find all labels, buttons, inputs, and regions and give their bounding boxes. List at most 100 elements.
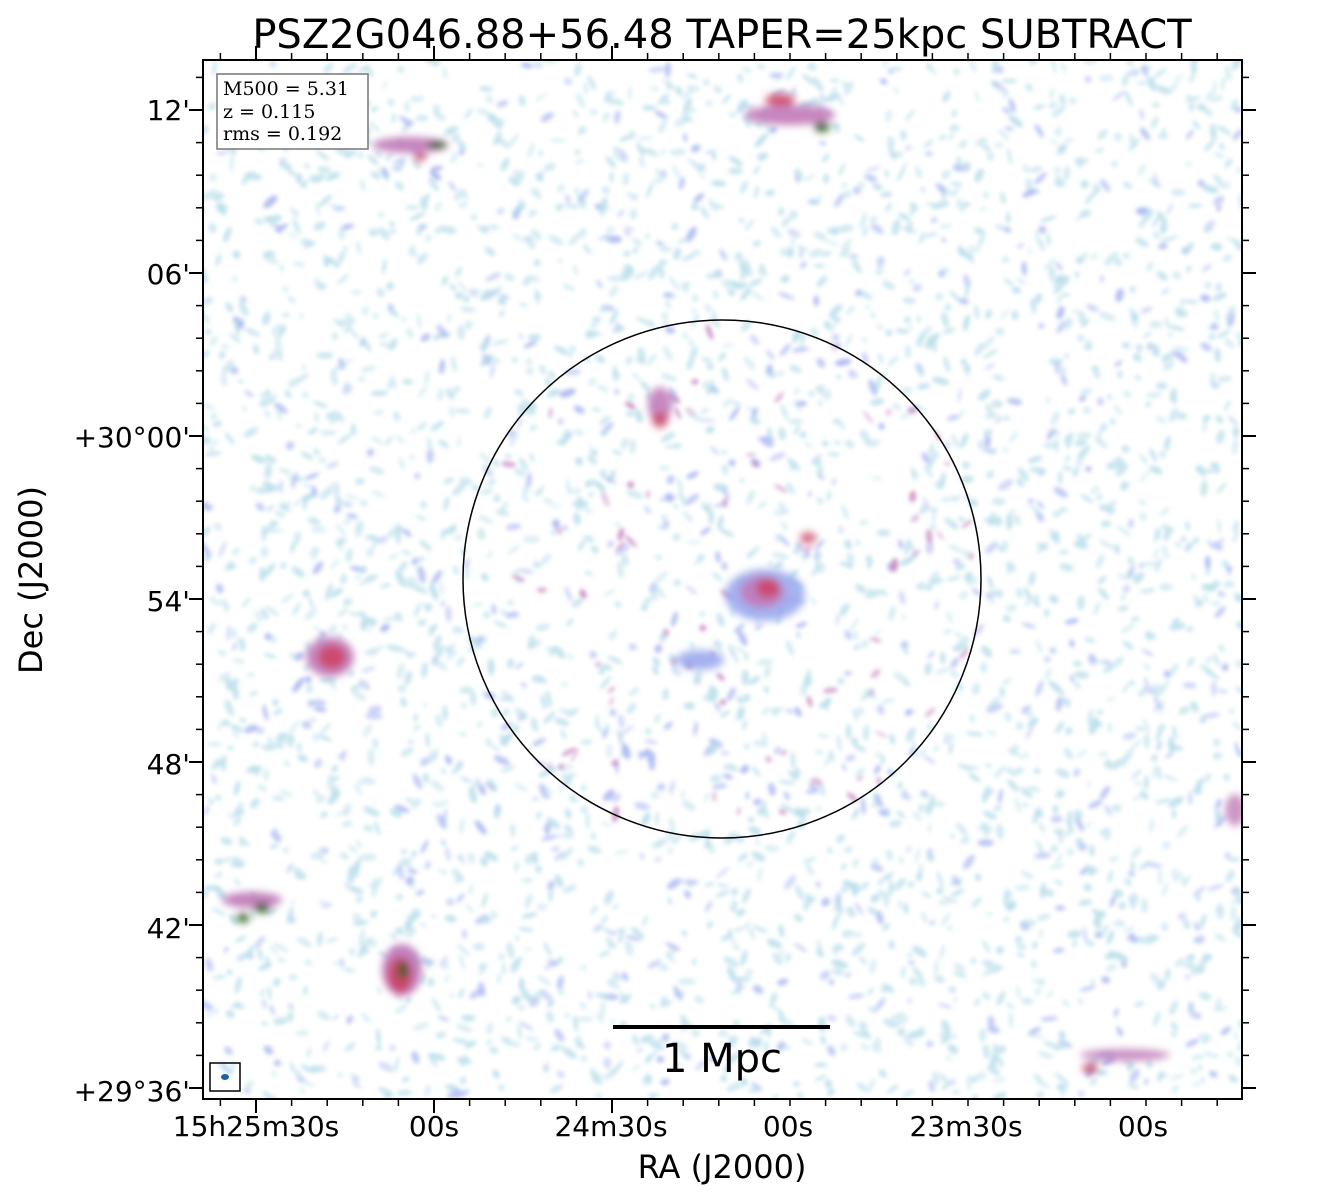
noise-speckle: [505, 523, 522, 531]
noise-speckle: [1114, 258, 1122, 267]
noise-speckle: [1063, 698, 1071, 708]
noise-speckle: [684, 890, 691, 899]
southeast-streak: [1080, 1049, 1170, 1061]
noise-speckle: [1095, 553, 1105, 569]
noise-speckle: [661, 79, 672, 83]
noise-speckle: [366, 548, 374, 558]
noise-speckle: [204, 189, 217, 200]
noise-speckle: [708, 198, 718, 213]
central-halo-peak: [676, 650, 724, 670]
noise-speckle: [918, 325, 933, 339]
noise-speckle: [1232, 520, 1240, 533]
noise-speckle: [1052, 804, 1059, 814]
noise-speckle: [1235, 686, 1242, 695]
noise-speckle: [554, 1028, 565, 1042]
noise-speckle: [441, 839, 447, 847]
noise-speckle: [536, 587, 547, 593]
noise-speckle: [1053, 166, 1061, 173]
noise-speckle: [999, 686, 1006, 697]
noise-speckle: [997, 545, 1005, 553]
noise-speckle: [611, 806, 620, 823]
noise-speckle: [838, 526, 844, 534]
noise-speckle: [515, 934, 520, 941]
noise-speckle: [467, 853, 476, 864]
noise-speckle: [1171, 868, 1179, 883]
noise-speckle: [673, 504, 679, 509]
noise-speckle: [1198, 913, 1207, 930]
noise-speckle: [273, 977, 281, 987]
noise-speckle: [1212, 541, 1223, 551]
noise-speckle: [268, 354, 275, 361]
noise-speckle: [748, 826, 762, 836]
noise-speckle: [354, 575, 362, 580]
noise-speckle: [1113, 919, 1126, 928]
noise-speckle: [281, 593, 295, 603]
noise-speckle: [909, 202, 919, 211]
noise-speckle: [678, 237, 687, 244]
noise-speckle: [897, 781, 903, 789]
noise-speckle: [686, 471, 699, 480]
noise-speckle: [395, 435, 406, 444]
noise-speckle: [495, 509, 510, 516]
noise-speckle: [1028, 248, 1032, 256]
noise-speckle: [927, 824, 932, 833]
noise-speckle: [672, 533, 680, 542]
noise-speckle: [464, 320, 473, 330]
noise-speckle: [1036, 1090, 1045, 1099]
noise-speckle: [617, 729, 624, 746]
noise-speckle: [228, 332, 242, 344]
noise-speckle: [401, 127, 408, 133]
noise-speckle: [874, 764, 881, 775]
noise-speckle: [436, 324, 449, 339]
noise-speckle: [449, 151, 459, 164]
noise-speckle: [1048, 594, 1059, 604]
noise-speckle: [834, 128, 842, 134]
southwest-double-source: [398, 961, 408, 979]
noise-speckle: [1122, 252, 1131, 260]
noise-speckle: [1063, 165, 1071, 181]
noise-speckle: [702, 829, 711, 839]
noise-speckle: [512, 169, 521, 182]
noise-speckle: [937, 1003, 952, 1009]
noise-speckle: [286, 863, 293, 874]
northwest-source: [414, 153, 426, 161]
noise-speckle: [480, 858, 488, 867]
noise-speckle: [1056, 306, 1065, 320]
noise-speckle: [977, 440, 984, 449]
noise-speckle: [542, 60, 558, 64]
noise-speckle: [515, 662, 524, 670]
noise-speckle: [1153, 697, 1163, 710]
noise-speckle: [1135, 237, 1149, 248]
noise-speckle: [811, 97, 825, 106]
noise-speckle: [1223, 851, 1232, 860]
noise-speckle: [1056, 321, 1066, 334]
noise-speckle: [984, 413, 999, 419]
noise-speckle: [1165, 235, 1178, 242]
noise-speckle: [351, 689, 367, 701]
noise-speckle: [900, 386, 913, 395]
noise-speckle: [1217, 590, 1225, 598]
noise-speckle: [457, 435, 461, 448]
noise-speckle: [429, 583, 439, 601]
noise-speckle: [868, 588, 874, 595]
noise-speckle: [573, 405, 585, 414]
noise-speckle: [720, 1074, 727, 1082]
noise-speckle: [909, 977, 917, 986]
noise-speckle: [1212, 738, 1221, 747]
noise-speckle: [1215, 416, 1224, 424]
noise-speckle: [1005, 212, 1011, 224]
noise-speckle: [1079, 209, 1092, 218]
noise-speckle: [1084, 864, 1099, 872]
noise-speckle: [853, 644, 860, 651]
noise-speckle: [1115, 463, 1129, 477]
noise-speckle: [856, 775, 864, 782]
noise-speckle: [763, 664, 772, 679]
noise-speckle: [923, 139, 934, 148]
noise-speckle: [471, 484, 480, 492]
noise-speckle: [1032, 594, 1041, 602]
noise-speckle: [264, 463, 273, 480]
noise-speckle: [308, 597, 315, 610]
noise-speckle: [780, 247, 787, 257]
noise-speckle: [433, 104, 441, 119]
noise-speckle: [536, 903, 548, 911]
